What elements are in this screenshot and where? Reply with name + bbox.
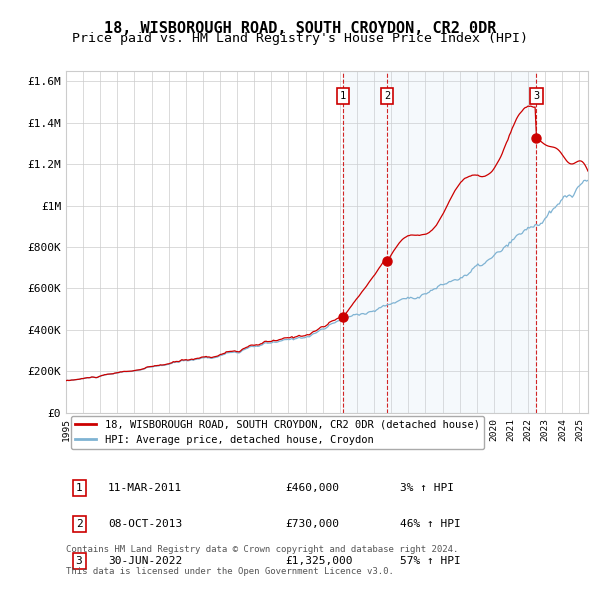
Text: 30-JUN-2022: 30-JUN-2022 bbox=[108, 556, 182, 566]
Text: 46% ↑ HPI: 46% ↑ HPI bbox=[400, 519, 461, 529]
Text: 18, WISBOROUGH ROAD, SOUTH CROYDON, CR2 0DR: 18, WISBOROUGH ROAD, SOUTH CROYDON, CR2 … bbox=[104, 21, 496, 35]
Text: £460,000: £460,000 bbox=[285, 483, 339, 493]
Text: 2: 2 bbox=[384, 91, 391, 101]
Text: 1: 1 bbox=[340, 91, 346, 101]
Legend: 18, WISBOROUGH ROAD, SOUTH CROYDON, CR2 0DR (detached house), HPI: Average price: 18, WISBOROUGH ROAD, SOUTH CROYDON, CR2 … bbox=[71, 415, 484, 449]
Text: £730,000: £730,000 bbox=[285, 519, 339, 529]
Text: 2: 2 bbox=[76, 519, 82, 529]
Text: 1: 1 bbox=[76, 483, 82, 493]
Text: This data is licensed under the Open Government Licence v3.0.: This data is licensed under the Open Gov… bbox=[66, 567, 394, 576]
Text: 08-OCT-2013: 08-OCT-2013 bbox=[108, 519, 182, 529]
Text: 3: 3 bbox=[76, 556, 82, 566]
Text: 11-MAR-2011: 11-MAR-2011 bbox=[108, 483, 182, 493]
Text: Contains HM Land Registry data © Crown copyright and database right 2024.: Contains HM Land Registry data © Crown c… bbox=[66, 545, 458, 554]
Text: 3% ↑ HPI: 3% ↑ HPI bbox=[400, 483, 454, 493]
Bar bbox=[343, 71, 536, 413]
Text: £1,325,000: £1,325,000 bbox=[285, 556, 353, 566]
Text: Price paid vs. HM Land Registry's House Price Index (HPI): Price paid vs. HM Land Registry's House … bbox=[72, 32, 528, 45]
Text: 57% ↑ HPI: 57% ↑ HPI bbox=[400, 556, 461, 566]
Text: 3: 3 bbox=[533, 91, 539, 101]
